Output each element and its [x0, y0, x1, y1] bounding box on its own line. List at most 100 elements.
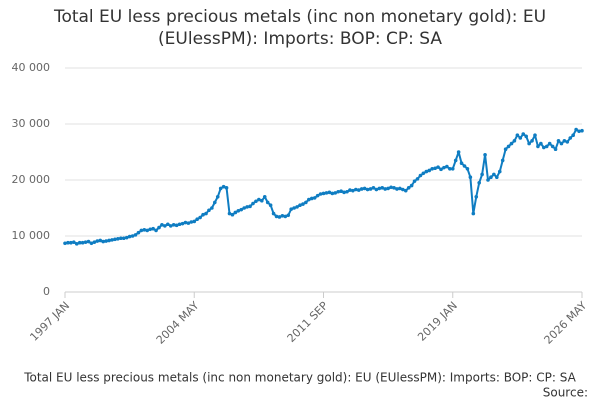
data-point — [427, 168, 432, 173]
data-point — [362, 186, 367, 191]
data-point — [95, 239, 100, 243]
data-point — [571, 133, 575, 137]
data-point — [280, 214, 285, 218]
data-point — [242, 206, 246, 210]
data-point — [210, 206, 214, 210]
data-point — [315, 193, 320, 198]
data-point — [124, 235, 129, 240]
data-point — [257, 197, 261, 202]
data-point — [198, 215, 202, 220]
data-point — [342, 190, 346, 195]
x-tick-label: 2011 SEP — [285, 299, 331, 345]
data-point — [113, 237, 117, 242]
data-point — [66, 240, 70, 245]
data-point — [536, 144, 540, 149]
data-point — [386, 186, 390, 191]
x-tick-label: 2004 MAY — [154, 299, 202, 347]
data-point — [195, 217, 199, 221]
data-point — [483, 153, 487, 157]
data-point — [333, 191, 338, 195]
data-point — [330, 191, 335, 196]
data-point — [171, 223, 176, 227]
data-point — [324, 191, 329, 195]
data-point — [398, 186, 402, 191]
series-line — [64, 128, 583, 245]
data-point — [409, 183, 414, 188]
data-point — [221, 184, 226, 189]
data-point — [168, 224, 173, 228]
data-point — [512, 139, 517, 143]
data-point — [542, 145, 546, 150]
data-point — [377, 186, 382, 191]
data-point — [556, 139, 561, 143]
data-point — [456, 150, 461, 154]
data-point — [233, 210, 238, 215]
data-point — [506, 144, 511, 149]
data-point — [133, 233, 138, 237]
data-point — [224, 186, 229, 190]
data-point — [251, 201, 255, 206]
data-point — [307, 197, 311, 202]
data-point — [127, 234, 132, 239]
data-point — [63, 241, 67, 246]
data-point — [577, 129, 581, 134]
data-point — [318, 192, 323, 196]
data-point — [236, 209, 241, 213]
x-axis-label: Total EU less precious metals (inc non m… — [23, 371, 576, 385]
data-point — [415, 177, 420, 181]
data-point — [89, 241, 94, 246]
data-point — [321, 191, 326, 196]
data-point — [462, 164, 467, 168]
data-point — [77, 240, 82, 245]
data-point — [580, 128, 584, 133]
data-point — [339, 189, 343, 193]
data-point — [110, 238, 114, 242]
data-point — [553, 147, 558, 151]
data-point — [509, 141, 514, 146]
data-point — [192, 219, 197, 224]
data-point — [218, 186, 223, 191]
data-point — [177, 222, 182, 227]
data-point — [265, 200, 270, 205]
data-point — [121, 236, 126, 241]
data-point — [521, 132, 526, 136]
data-point — [248, 204, 252, 209]
data-point — [448, 167, 452, 171]
data-point — [157, 225, 161, 230]
data-point — [550, 144, 555, 149]
data-point — [268, 203, 273, 207]
data-point — [116, 237, 120, 241]
data-point — [142, 228, 147, 232]
data-point — [380, 186, 385, 190]
data-point — [72, 240, 76, 244]
data-point — [450, 167, 455, 171]
data-point — [500, 158, 505, 163]
data-point — [395, 187, 399, 191]
data-point — [439, 167, 443, 172]
y-tick-label: 20 000 — [12, 173, 51, 186]
data-point — [304, 200, 308, 205]
data-point — [283, 214, 288, 219]
data-point — [365, 187, 370, 192]
data-point — [562, 139, 567, 143]
data-point — [492, 172, 496, 177]
data-point — [295, 205, 299, 209]
data-point — [433, 166, 437, 171]
data-point — [101, 239, 105, 244]
data-point — [309, 196, 314, 201]
data-point — [239, 207, 244, 212]
data-point — [163, 224, 167, 228]
data-point — [119, 236, 123, 241]
data-point — [286, 213, 291, 218]
data-point — [568, 136, 573, 140]
data-point — [356, 188, 361, 192]
data-point — [453, 158, 458, 163]
data-point — [421, 171, 426, 176]
data-point — [174, 223, 179, 228]
data-point — [477, 181, 481, 185]
data-point — [74, 242, 79, 246]
x-tick-label: 2026 MAY — [542, 299, 590, 347]
data-point — [503, 147, 508, 151]
data-point — [436, 165, 440, 169]
